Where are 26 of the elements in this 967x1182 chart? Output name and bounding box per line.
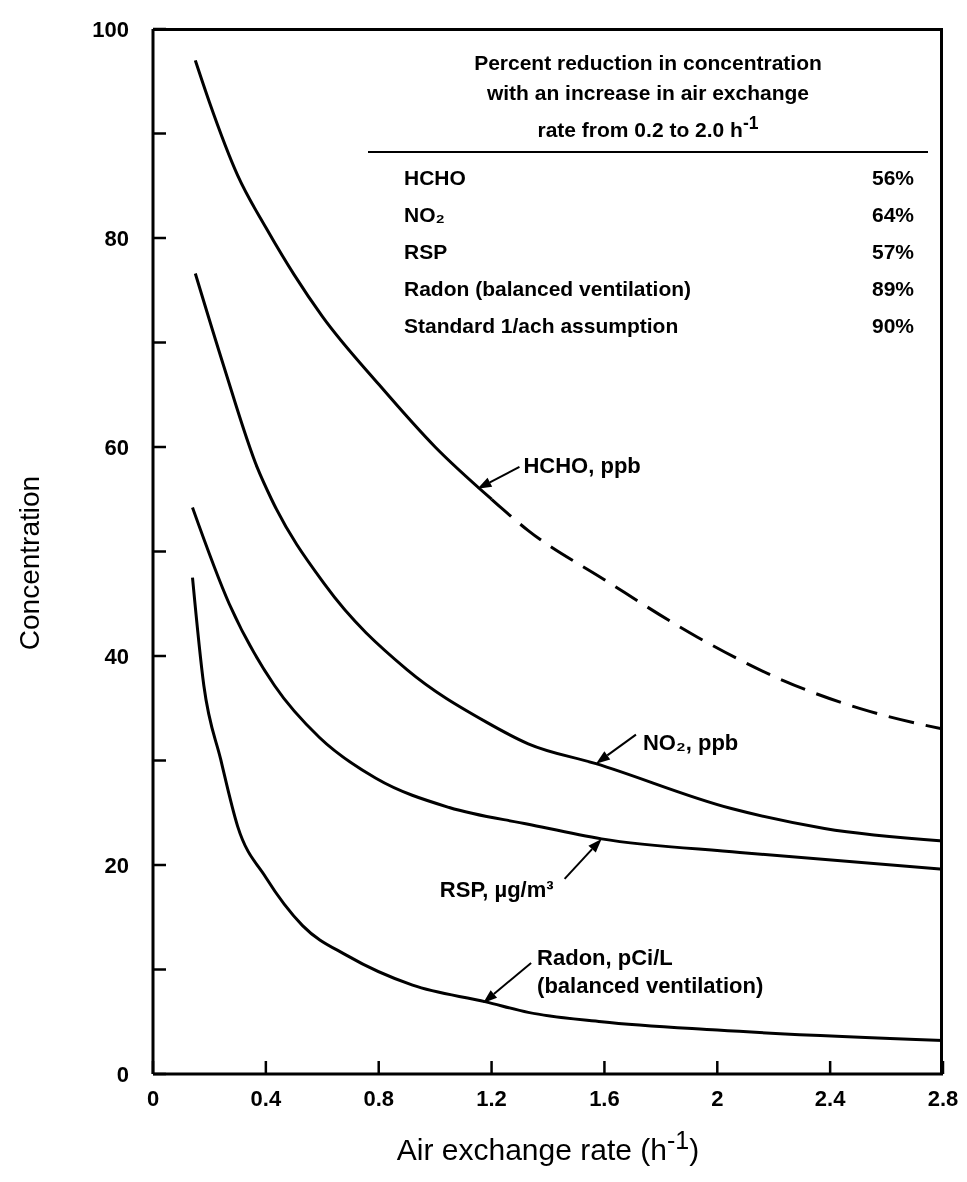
annotation: HCHO, ppb	[523, 452, 641, 478]
text: Standard 1/ach assumption 90%	[404, 314, 914, 337]
x-tick-label: 0	[146, 1086, 160, 1111]
y-axis-title: Concentration	[14, 475, 46, 651]
y-tick-label: 60	[104, 435, 129, 460]
x-tick-label: 2.4	[814, 1086, 847, 1111]
x-axis-title: Air exchange rate (h$^{-1}$)	[395, 1126, 701, 1167]
annotation: Radon, pCi/L (balanced ventilation)	[537, 944, 764, 998]
annotation: RSP, µg/m³	[439, 876, 554, 902]
x-tick-label: 1.2	[476, 1086, 507, 1111]
y-tick-label: 100	[92, 17, 129, 42]
y-tick-label: 80	[104, 226, 129, 251]
text: HCHO 56%	[404, 166, 914, 189]
text: RSP 57%	[404, 240, 914, 263]
x-tick-label: 2	[711, 1086, 724, 1111]
x-tick-label: 0.8	[363, 1086, 395, 1111]
annotation: NO₂, ppb	[642, 729, 739, 755]
text: NO₂ 64%	[404, 203, 914, 226]
annotation: Percent reduction in concentration with an increase in air exchange rate from 0.2 to 2.0 h$^{-1}$	[368, 48, 928, 153]
x-tick-label: 0.4	[250, 1086, 282, 1111]
x-tick-label: 2.8	[927, 1086, 959, 1111]
y-tick-label: 0	[116, 1062, 129, 1087]
y-tick-label: 20	[104, 853, 129, 878]
y-tick-label: 40	[104, 644, 129, 669]
x-tick-label: 1.6	[589, 1086, 620, 1111]
text: Radon (balanced ventilation) 89%	[404, 277, 914, 300]
